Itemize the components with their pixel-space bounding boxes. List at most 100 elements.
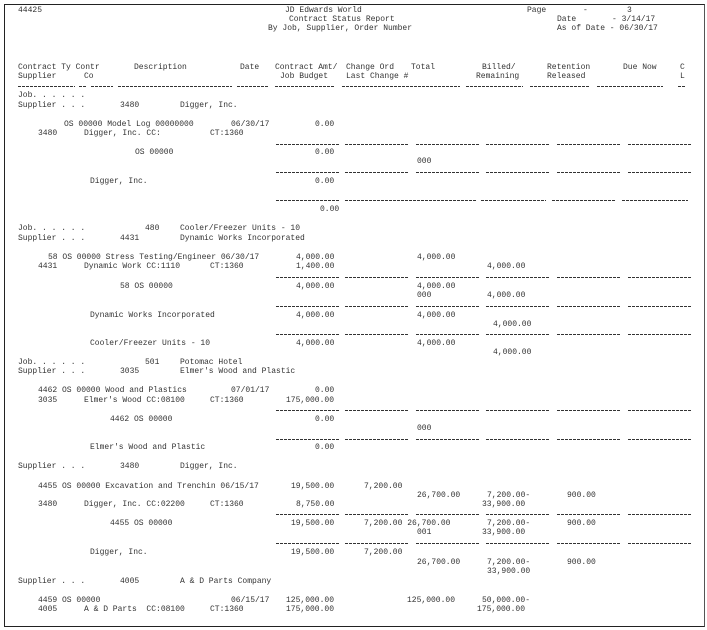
- report-cell: 4431: [120, 234, 140, 243]
- report-cell: Elmer's Wood and Plastic: [180, 367, 296, 376]
- dash-separator: [628, 410, 692, 411]
- dash-separator: [628, 514, 692, 515]
- report-cell: Dynamic Works Incorporated: [180, 234, 305, 243]
- dash-separator: [276, 277, 339, 278]
- report-cell: 3480: [38, 500, 58, 509]
- report-cell: Potomac Hotel: [180, 358, 243, 367]
- dash-separator: [628, 172, 692, 173]
- report-cell: 125,000.00: [407, 596, 456, 605]
- report-cell: 4,000.00: [417, 253, 456, 262]
- dash-separator: [416, 277, 480, 278]
- report-cell: 4,000.00: [493, 348, 532, 357]
- report-cell: Digger, Inc.: [180, 462, 238, 471]
- report-cell: 26,700.00: [417, 491, 461, 500]
- report-cell: 4,000.00: [487, 262, 526, 271]
- dash-separator: [345, 334, 408, 335]
- page-dash: -: [583, 6, 588, 15]
- report-cell: Elmer's Wood CC:08100: [84, 396, 185, 405]
- dash-separator: [628, 144, 692, 145]
- dash-separator: [557, 543, 620, 544]
- report-cell: 4462 OS 00000: [110, 415, 173, 424]
- report-cell: 3480: [120, 101, 140, 110]
- report-cell: Elmer's Wood and Plastic: [90, 443, 206, 452]
- report-cell: 26,700.00: [417, 558, 461, 567]
- report-cell: 19,500.00: [291, 548, 335, 557]
- system-name: JD Edwards World: [285, 6, 362, 15]
- dash-separator: [276, 200, 339, 201]
- report-cell: 0.00: [315, 415, 335, 424]
- dash-separator: [416, 439, 480, 440]
- report-cell: 1,400.00: [296, 262, 335, 271]
- report-cell: 7,200.00 26,700.00: [364, 519, 451, 528]
- dash-separator: [345, 277, 408, 278]
- report-title: Contract Status Report: [289, 15, 395, 24]
- report-cell: 4,000.00: [487, 291, 526, 300]
- dash-separator: [276, 172, 339, 173]
- report-cell: 900.00: [567, 491, 596, 500]
- report-cell: 19,500.00: [291, 482, 335, 491]
- column-header: Last Change #: [346, 72, 409, 81]
- report-cell: 7,200.00-: [487, 558, 531, 567]
- report-cell: 0.00: [315, 177, 335, 186]
- report-cell: 07/01/17: [231, 386, 270, 395]
- report-cell: CT:1360: [210, 605, 244, 614]
- report-cell: Supplier . . .: [18, 234, 86, 243]
- report-cell: 4,000.00: [296, 253, 335, 262]
- report-cell: Supplier . . .: [18, 462, 86, 471]
- report-cell: Supplier . . .: [18, 577, 86, 586]
- report-cell: 480: [145, 224, 160, 233]
- dash-separator: [678, 86, 685, 87]
- report-cell: 175,000.00: [477, 605, 526, 614]
- report-cell: 4005: [38, 605, 58, 614]
- column-header: Change Ord: [346, 63, 395, 72]
- dash-separator: [622, 200, 688, 201]
- column-header: Co: [84, 72, 94, 81]
- dash-separator: [628, 439, 692, 440]
- report-cell: 4,000.00: [417, 339, 456, 348]
- report-cell: Dynamic Works Incorporated: [90, 311, 215, 320]
- dash-separator: [466, 86, 523, 87]
- report-cell: Cooler/Freezer Units - 10: [180, 224, 301, 233]
- report-cell: 3035: [38, 396, 58, 405]
- column-header: Description: [134, 63, 187, 72]
- report-cell: Dynamic Work CC:1110: [84, 262, 181, 271]
- dash-separator: [597, 86, 663, 87]
- page-label: Page: [527, 6, 547, 15]
- report-cell: Digger, Inc.: [180, 101, 238, 110]
- report-cell: 4,000.00: [296, 339, 335, 348]
- report-cell: 3480: [120, 462, 140, 471]
- report-cell: 125,000.00: [286, 596, 335, 605]
- report-cell: 4459 OS 00000: [38, 596, 101, 605]
- dash-separator: [276, 439, 339, 440]
- dash-separator: [345, 514, 408, 515]
- column-header: Released: [547, 72, 586, 81]
- report-cell: 4,000.00: [417, 311, 456, 320]
- report-cell: 06/30/17: [231, 120, 270, 129]
- report-cell: Job. . . . . .: [18, 358, 86, 367]
- column-header: Billed/: [482, 63, 516, 72]
- dash-separator: [486, 410, 549, 411]
- column-header: Remaining: [476, 72, 520, 81]
- dash-separator: [416, 514, 480, 515]
- report-cell: 58 OS 00000: [120, 282, 173, 291]
- dash-separator: [416, 543, 480, 544]
- dash-separator: [416, 410, 480, 411]
- report-cell: OS 00000 Model Log 00000000: [64, 120, 194, 129]
- report-cell: 900.00: [567, 558, 596, 567]
- dash-separator: [628, 543, 692, 544]
- dash-separator: [118, 86, 232, 87]
- report-frame: [4, 4, 705, 627]
- report-cell: 4,000.00: [493, 320, 532, 329]
- report-cell: CT:1360: [210, 129, 244, 138]
- report-cell: 900.00: [567, 519, 596, 528]
- report-cell: OS 00000: [135, 148, 174, 157]
- dash-separator: [345, 306, 408, 307]
- dash-separator: [276, 410, 339, 411]
- report-cell: 0.00: [315, 386, 335, 395]
- dash-separator: [557, 514, 620, 515]
- report-cell: 175,000.00: [286, 396, 335, 405]
- report-cell: 501: [145, 358, 160, 367]
- report-cell: Supplier . . .: [18, 101, 86, 110]
- dash-separator: [486, 144, 549, 145]
